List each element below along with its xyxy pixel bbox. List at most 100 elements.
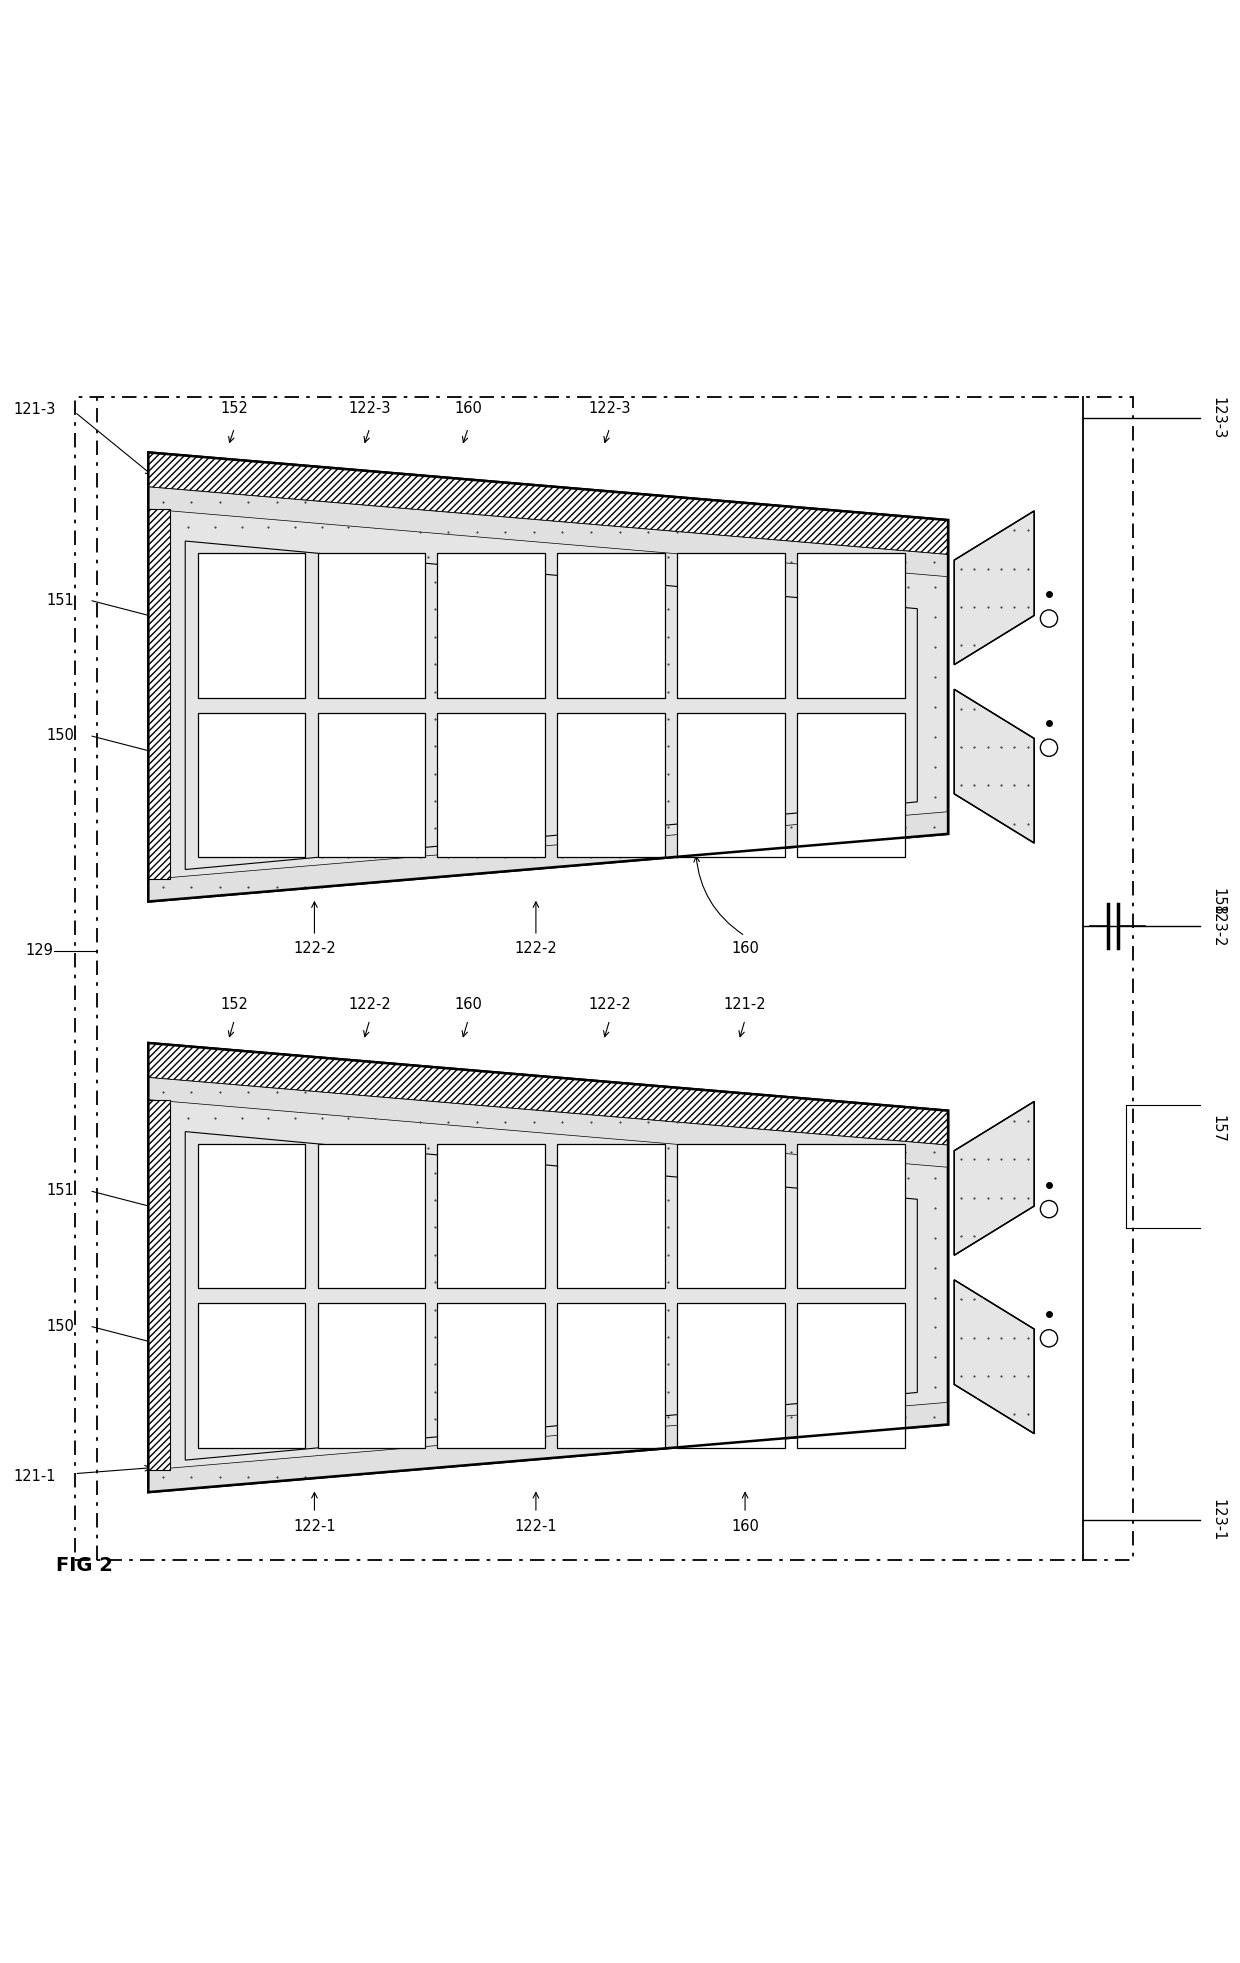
Text: 122-2: 122-2: [588, 997, 631, 1013]
Point: [844, 1311, 864, 1343]
Point: [578, 1311, 598, 1343]
Point: [325, 620, 345, 652]
Text: 122-3: 122-3: [589, 400, 631, 416]
Point: [258, 1431, 278, 1462]
Point: [605, 840, 625, 872]
Point: [844, 542, 864, 573]
Point: [258, 512, 278, 544]
Point: [232, 1282, 252, 1313]
Point: [684, 662, 704, 693]
Point: [392, 1192, 412, 1223]
Point: [684, 811, 704, 842]
Point: [552, 662, 572, 693]
Bar: [197, 1303, 305, 1449]
Point: [684, 1402, 704, 1433]
Point: [311, 542, 331, 573]
Point: [226, 813, 246, 844]
Text: 121-3: 121-3: [14, 402, 56, 416]
Point: [425, 703, 445, 734]
Point: [226, 1129, 246, 1160]
Point: [552, 1072, 572, 1103]
Point: [758, 1239, 777, 1270]
Bar: [677, 1303, 785, 1449]
Point: [667, 516, 687, 548]
Point: [965, 693, 985, 724]
Point: [226, 1294, 246, 1325]
Polygon shape: [149, 451, 949, 901]
Point: [458, 758, 477, 789]
Point: [838, 1402, 858, 1433]
Point: [285, 571, 305, 603]
Point: [977, 554, 997, 585]
Point: [977, 1182, 997, 1213]
Point: [445, 571, 465, 603]
Point: [758, 1349, 777, 1380]
Point: [525, 1133, 544, 1164]
Point: [858, 1321, 878, 1353]
Point: [765, 1341, 785, 1372]
Point: [605, 1282, 625, 1313]
Point: [791, 691, 811, 722]
Point: [226, 620, 246, 652]
Point: [605, 691, 625, 722]
Point: [358, 675, 378, 707]
Point: [365, 811, 384, 842]
Point: [291, 620, 311, 652]
Point: [791, 1402, 811, 1433]
Point: [179, 781, 198, 813]
Point: [925, 662, 945, 693]
Point: [1018, 769, 1038, 801]
Point: [558, 1376, 578, 1407]
Point: [525, 1311, 544, 1343]
Point: [392, 1376, 412, 1407]
Point: [358, 620, 378, 652]
Point: [738, 1402, 758, 1433]
Point: [658, 1192, 678, 1223]
Point: [205, 481, 224, 512]
Point: [258, 1311, 278, 1343]
Point: [285, 1162, 305, 1194]
Point: [525, 567, 544, 599]
Point: [192, 1239, 212, 1270]
Point: [358, 648, 378, 679]
Point: [667, 1107, 687, 1139]
Point: [605, 1372, 625, 1404]
Point: [890, 648, 910, 679]
Point: [311, 1460, 331, 1492]
Point: [179, 1460, 198, 1492]
Point: [151, 781, 171, 813]
Point: [765, 601, 785, 632]
Point: [684, 632, 704, 663]
Point: [791, 1341, 811, 1372]
Point: [498, 1162, 518, 1194]
Polygon shape: [185, 542, 918, 870]
Point: [684, 1192, 704, 1223]
Point: [258, 1349, 278, 1380]
Point: [591, 1321, 611, 1353]
Point: [558, 1184, 578, 1215]
Point: [285, 1192, 305, 1223]
Point: [818, 1311, 838, 1343]
Point: [205, 1221, 224, 1252]
Point: [684, 752, 704, 783]
Point: [791, 1239, 811, 1270]
Point: [445, 1162, 465, 1194]
Point: [525, 1211, 544, 1243]
Point: [285, 1402, 305, 1433]
Point: [965, 1182, 985, 1213]
Point: [418, 1341, 438, 1372]
Point: [895, 546, 915, 577]
Point: [491, 1321, 511, 1353]
Point: [1018, 732, 1038, 764]
Point: [867, 811, 887, 842]
Point: [1018, 1105, 1038, 1137]
Point: [553, 516, 573, 548]
Point: [558, 648, 578, 679]
Point: [151, 451, 171, 483]
Point: [365, 1431, 384, 1462]
Point: [525, 785, 544, 817]
Point: [498, 840, 518, 872]
Point: [365, 1072, 384, 1103]
Point: [591, 620, 611, 652]
Point: [890, 675, 910, 707]
